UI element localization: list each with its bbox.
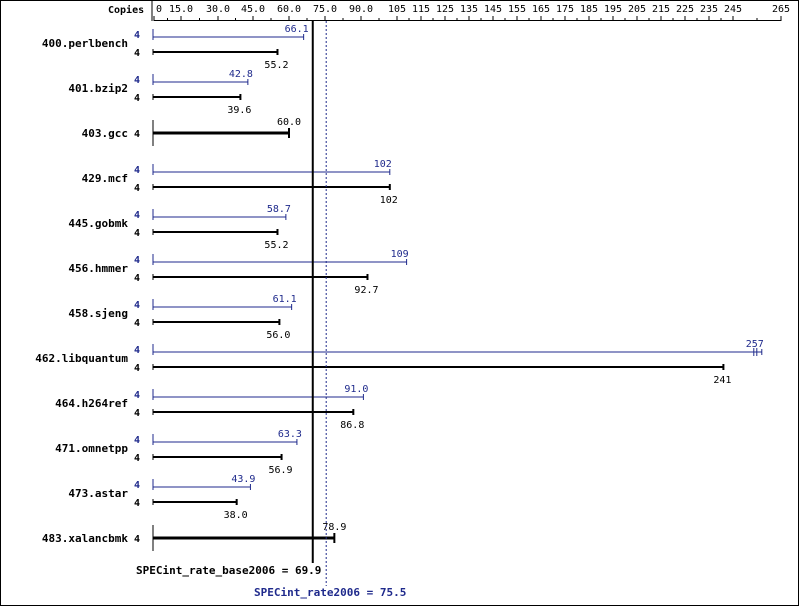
peak-copies: 4 [134, 75, 140, 86]
base-value-label: 92.7 [354, 285, 378, 296]
base-value-label: 56.9 [269, 465, 293, 476]
base-value-label: 241 [713, 375, 731, 386]
base-copies: 4 [134, 498, 140, 509]
base-copies: 4 [134, 453, 140, 464]
peak-value-label: 102 [374, 159, 392, 170]
peak-copies: 4 [134, 345, 140, 356]
tick-label: 155 [508, 4, 526, 15]
tick-label: 45.0 [241, 4, 265, 15]
base-value-label: 102 [380, 195, 398, 206]
base-value-label: 55.2 [264, 240, 288, 251]
tick-label: 15.0 [169, 4, 193, 15]
tick-label: 195 [604, 4, 622, 15]
peak-copies: 4 [134, 480, 140, 491]
tick-label: 60.0 [277, 4, 301, 15]
peak-copies: 4 [134, 390, 140, 401]
peak-value-label: 61.1 [273, 294, 297, 305]
base-value-label: 55.2 [264, 60, 288, 71]
peak-value-label: 66.1 [285, 24, 309, 35]
benchmark-label: 403.gcc [82, 127, 128, 140]
tick-label: 0 [156, 4, 162, 15]
base-value-label: 86.8 [340, 420, 364, 431]
peak-copies: 4 [134, 255, 140, 266]
tick-label: 125 [436, 4, 454, 15]
tick-label: 225 [676, 4, 694, 15]
base-summary-label: SPECint_rate_base2006 = 69.9 [136, 564, 321, 577]
base-copies: 4 [134, 273, 140, 284]
axis-group: Copies 0 15.0 30.0 45.0 60.0 75.0 90.0 105 115 125… [108, 0, 790, 21]
summary-group: SPECint_rate_base2006 = 69.9 SPECint_rate… [136, 21, 406, 599]
tick-label: 135 [460, 4, 478, 15]
benchmark-label: 445.gobmk [68, 217, 128, 230]
base-copies: 4 [134, 183, 140, 194]
base-value-label: 38.0 [224, 510, 248, 521]
tick-label: 205 [628, 4, 646, 15]
tick-label: 115 [412, 4, 430, 15]
benchmark-label: 458.sjeng [68, 307, 128, 320]
peak-summary-label: SPECint_rate2006 = 75.5 [254, 586, 406, 599]
tick-label: 145 [484, 4, 502, 15]
tick-label: 75.0 [313, 4, 337, 15]
peak-value-label: 42.8 [229, 69, 253, 80]
peak-copies: 4 [134, 165, 140, 176]
benchmark-label: 429.mcf [82, 172, 128, 185]
base-copies: 4 [134, 363, 140, 374]
benchmark-label: 456.hmmer [68, 262, 128, 275]
tick-label: 215 [652, 4, 670, 15]
peak-copies: 4 [134, 435, 140, 446]
tick-label: 175 [556, 4, 574, 15]
base-copies: 4 [134, 534, 140, 545]
tick-label: 185 [580, 4, 598, 15]
peak-copies: 4 [134, 210, 140, 221]
tick-label: 245 [724, 4, 742, 15]
tick-label: 235 [700, 4, 718, 15]
base-copies: 4 [134, 318, 140, 329]
base-value-label: 39.6 [227, 105, 251, 116]
base-copies: 4 [134, 228, 140, 239]
base-value-label: 60.0 [277, 117, 301, 128]
benchmark-label: 471.omnetpp [55, 442, 128, 455]
benchmark-label: 473.astar [68, 487, 128, 500]
benchmark-group: 400.perlbench 4 66.1 4 55.2 401.bzip2 4 42.8 4 39… [35, 24, 764, 551]
tick-label: 90.0 [349, 4, 373, 15]
benchmark-label: 483.xalancbmk [42, 532, 128, 545]
benchmark-label: 464.h264ref [55, 397, 128, 410]
base-copies: 4 [134, 129, 140, 140]
tick-label: 165 [532, 4, 550, 15]
peak-value-label: 43.9 [231, 474, 255, 485]
peak-value-label: 58.7 [267, 204, 291, 215]
base-value-label: 78.9 [322, 522, 346, 533]
peak-value-label: 63.3 [278, 429, 302, 440]
base-copies: 4 [134, 48, 140, 59]
tick-label: 30.0 [206, 4, 230, 15]
benchmark-label: 400.perlbench [42, 37, 128, 50]
peak-value-label: 91.0 [344, 384, 368, 395]
benchmark-label: 401.bzip2 [68, 82, 128, 95]
peak-value-label: 257 [746, 339, 764, 350]
base-value-label: 56.0 [266, 330, 290, 341]
copies-header: Copies [108, 4, 144, 16]
peak-copies: 4 [134, 300, 140, 311]
benchmark-label: 462.libquantum [35, 352, 128, 365]
peak-value-label: 109 [391, 249, 409, 260]
base-copies: 4 [134, 408, 140, 419]
base-copies: 4 [134, 93, 140, 104]
tick-label: 265 [772, 4, 790, 15]
peak-copies: 4 [134, 30, 140, 41]
tick-label: 105 [388, 4, 406, 15]
